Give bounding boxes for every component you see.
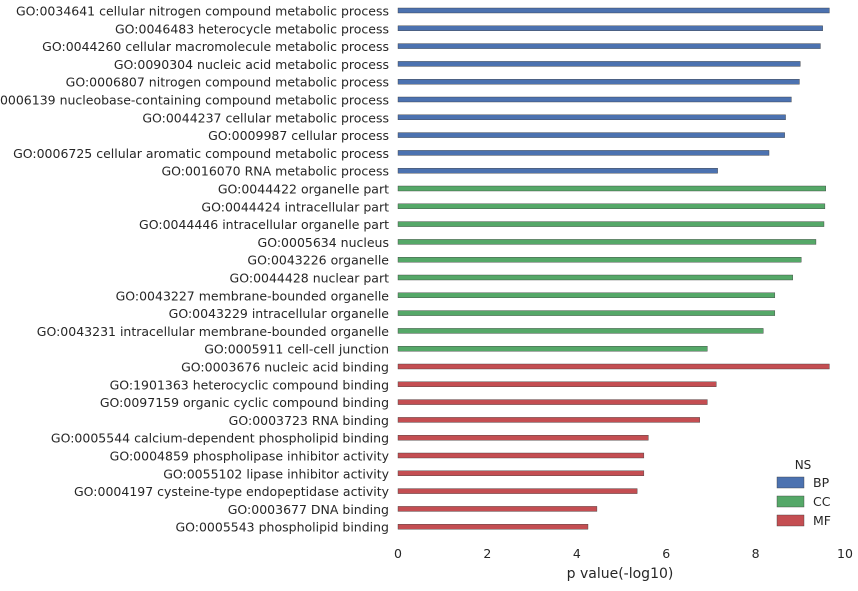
category-label: GO:0005543 phospholipid binding: [175, 520, 389, 535]
bar-mf: [397, 399, 708, 405]
bar-cc: [397, 203, 826, 210]
bar-cc: [397, 292, 776, 298]
bar-cc: [397, 328, 764, 334]
category-label: GO:0005634 nucleus: [258, 235, 389, 250]
category-label: GO:0004197 cysteine-type endopeptidase a…: [74, 484, 390, 499]
category-label: GO:0003677 DNA binding: [228, 502, 389, 517]
category-label: GO:0044424 intracellular part: [201, 199, 389, 214]
category-label: GO:0016070 RNA metabolic process: [161, 164, 389, 179]
bar-bp: [397, 167, 718, 174]
bar-cc: [397, 257, 802, 263]
legend-label-bp: BP: [813, 475, 830, 490]
bar-bp: [397, 43, 821, 49]
category-label: GO:1901363 heterocyclic compound binding: [110, 377, 389, 392]
bar-bp: [397, 78, 800, 85]
bars-layer: [397, 7, 830, 530]
x-tick-label: 10: [837, 546, 853, 561]
legend-swatch-mf: [776, 514, 805, 527]
category-label: GO:0043229 intracellular organelle: [169, 306, 390, 321]
category-label: GO:0006139 nucleobase-containing compoun…: [0, 93, 389, 108]
category-label: GO:0034641 cellular nitrogen compound me…: [16, 4, 389, 19]
legend-label-mf: MF: [813, 513, 831, 528]
category-label: GO:0097159 organic cyclic compound bindi…: [100, 395, 389, 410]
category-label: GO:0004859 phospholipase inhibitor activ…: [110, 449, 390, 464]
bar-cc: [397, 239, 817, 245]
bar-bp: [397, 61, 801, 67]
category-label: GO:0044446 intracellular organelle part: [139, 217, 389, 232]
bar-bp: [397, 7, 830, 14]
category-label: GO:0043227 membrane-bounded organelle: [116, 288, 390, 303]
x-tick-label: 4: [573, 546, 581, 561]
x-axis-ticks: 0 2 4 6 8 10: [394, 546, 853, 561]
category-label: GO:0043226 organelle: [247, 253, 389, 268]
x-axis-label: p value(-log10): [567, 566, 674, 582]
bar-mf: [397, 435, 649, 441]
bar-bp: [397, 132, 785, 138]
legend-label-cc: CC: [813, 494, 831, 509]
legend-items: BP CC MF: [776, 475, 831, 528]
bar-cc: [397, 274, 793, 281]
bar-mf: [397, 452, 645, 459]
category-label: GO:0044260 cellular macromolecule metabo…: [42, 39, 389, 54]
bar-bp: [397, 114, 786, 121]
category-label: GO:0055102 lipase inhibitor activity: [163, 466, 389, 481]
category-label: GO:0043231 intracellular membrane-bounde…: [37, 324, 390, 339]
bar-mf: [397, 488, 638, 494]
x-tick-label: 0: [394, 546, 402, 561]
category-labels: GO:0034641 cellular nitrogen compound me…: [0, 4, 390, 535]
category-label: GO:0044428 nuclear part: [230, 271, 390, 286]
x-tick-label: 2: [483, 546, 491, 561]
category-label: GO:0005544 calcium-dependent phospholipi…: [51, 431, 389, 446]
bar-mf: [397, 524, 589, 530]
bar-cc: [397, 185, 826, 192]
x-tick-label: 6: [662, 546, 670, 561]
bar-bp: [397, 150, 770, 156]
bar-cc: [397, 310, 776, 316]
legend: NS BP CC MF: [776, 458, 831, 528]
category-label: GO:0044237 cellular metabolic process: [142, 110, 389, 125]
bar-mf: [397, 506, 598, 512]
category-label: GO:0009987 cellular process: [208, 128, 389, 143]
category-label: GO:0006725 cellular aromatic compound me…: [13, 146, 389, 161]
bar-mf: [397, 381, 717, 387]
legend-title: NS: [795, 458, 812, 472]
bar-cc: [397, 346, 708, 352]
bar-bp: [397, 96, 792, 103]
bar-mf: [397, 470, 645, 476]
category-label: GO:0046483 heterocycle metabolic process: [115, 21, 389, 36]
legend-swatch-cc: [776, 495, 805, 508]
category-label: GO:0005911 cell-cell junction: [204, 342, 389, 357]
category-label: GO:0044422 organelle part: [218, 182, 389, 197]
category-label: GO:0006807 nitrogen compound metabolic p…: [66, 75, 389, 90]
bar-mf: [397, 363, 830, 370]
bar-bp: [397, 25, 823, 31]
category-label: GO:0003723 RNA binding: [229, 413, 389, 428]
bar-mf: [397, 417, 700, 423]
bar-cc: [397, 221, 825, 227]
x-tick-label: 8: [752, 546, 760, 561]
legend-swatch-bp: [776, 476, 805, 489]
category-label: GO:0003676 nucleic acid binding: [181, 360, 389, 375]
category-label: GO:0090304 nucleic acid metabolic proces…: [114, 57, 389, 72]
